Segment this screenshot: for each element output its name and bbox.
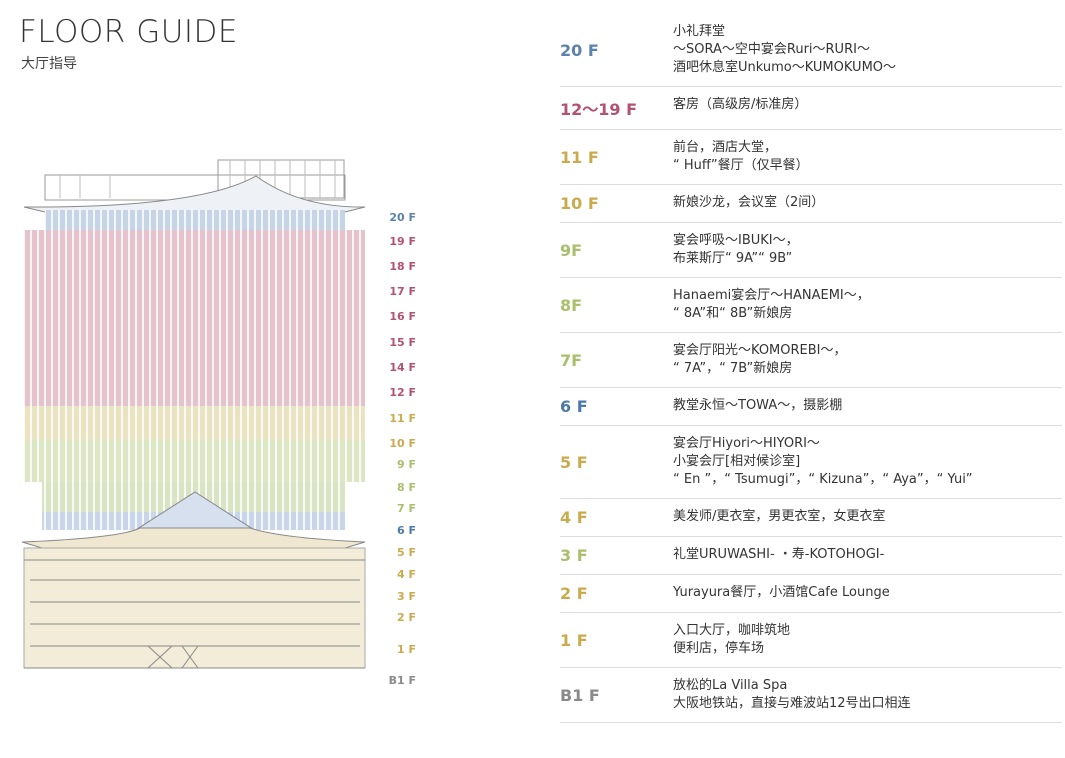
floor-label: 1 F xyxy=(397,643,416,656)
building: 20 F 19 F 18 F 17 F 16 F 15 F 14 F 12 F 11 F 10 F… xyxy=(21,159,416,687)
desc-line: 布莱斯厅“ 9A”“ 9B” xyxy=(673,251,793,266)
floor-label: 2 F xyxy=(397,611,416,624)
desc-line: 宴会厅Hiyori～HIYORI～ xyxy=(673,436,820,451)
floor-row: 1 F 入口大厅，咖啡筑地 便利店，停车场 xyxy=(560,613,1062,668)
floor-desc: 放松的La Villa Spa 大阪地铁站，直接与难波站12号出口相连 xyxy=(673,677,911,713)
desc-line: Hanaemi宴会厅～HANAEMI～， xyxy=(673,288,870,303)
floor-label: 19 F xyxy=(389,235,416,248)
desc-line: 宴会呼吸～IBUKI～， xyxy=(673,233,799,248)
floor-name: 7F xyxy=(560,350,583,370)
floor-name: 20 F xyxy=(560,40,599,60)
floor-label: 5 F xyxy=(397,546,416,559)
floor-name: 2 F xyxy=(560,584,588,603)
desc-line: Yurayura餐厅，小酒馆Cafe Lounge xyxy=(673,585,890,600)
floor-label: 18 F xyxy=(389,260,416,273)
title: FLOOR GUIDE xyxy=(19,14,239,50)
floor-desc: 宴会厅Hiyori～HIYORI～ 小宴会厅[相对候诊室] “ En ”，“ Tsu… xyxy=(673,435,973,489)
desc-line: 客房（高级房/标准房） xyxy=(673,97,808,112)
floor-name: 11 F xyxy=(560,147,599,167)
podium-floors xyxy=(24,559,365,669)
desc-line: 教堂永恒～TOWA～，摄影棚 xyxy=(673,398,843,413)
floor-label: 9 F xyxy=(397,458,416,471)
floor-label: 7 F xyxy=(397,502,416,515)
desc-line: 礼堂URUWASHI- ・寿-KOTOHOGI- xyxy=(673,547,885,562)
floor-row: 7F 宴会厅阳光～KOMOREBI～， “ 7A”，“ 7B”新娘房 xyxy=(560,333,1062,388)
desc-line: 放松的La Villa Spa xyxy=(673,678,788,693)
floor-desc: 入口大厅，咖啡筑地 便利店，停车场 xyxy=(673,622,790,658)
floor-name: 4 F xyxy=(560,508,588,527)
floor-label: 3 F xyxy=(397,590,416,603)
desc-line: 新娘沙龙，会议室（2间） xyxy=(673,195,825,210)
floor-label: B1 F xyxy=(389,674,416,687)
floor-label: 16 F xyxy=(389,310,416,323)
floor-label: 15 F xyxy=(389,336,416,349)
floor-name: 1 F xyxy=(560,630,588,650)
desc-line: 美发师/更衣室，男更衣室，女更衣室 xyxy=(673,509,886,524)
floor-list: 20 F 小礼拜堂 ～SORA～空中宴会Ruri～RURI～ 酒吧休息室Unkumo～… xyxy=(560,20,1062,723)
floor-name: B1 F xyxy=(560,685,600,705)
floor-name: 5 F xyxy=(560,452,588,472)
floor-row: 5 F 宴会厅Hiyori～HIYORI～ 小宴会厅[相对候诊室] “ En ”，“ … xyxy=(560,426,1062,499)
floor-row: B1 F 放松的La Villa Spa 大阪地铁站，直接与难波站12号出口相连 xyxy=(560,668,1062,723)
floor-desc: Hanaemi宴会厅～HANAEMI～， “ 8A”和“ 8B”新娘房 xyxy=(673,287,870,323)
desc-line: “ Huff”餐厅（仅早餐） xyxy=(673,158,809,173)
floor-label: 17 F xyxy=(389,285,416,298)
floor-desc: 小礼拜堂 ～SORA～空中宴会Ruri～RURI～ 酒吧休息室Unkumo～KUMO… xyxy=(673,23,896,77)
floor-desc: 新娘沙龙，会议室（2间） xyxy=(673,194,824,213)
floor-desc: 礼堂URUWASHI- ・寿-KOTOHOGI- xyxy=(673,546,884,565)
floor-name: 3 F xyxy=(560,546,588,565)
desc-line: 前台，酒店大堂， xyxy=(673,140,778,155)
floor-row: 12～19 F 客房（高级房/标准房） xyxy=(560,87,1062,130)
floor-desc: Yurayura餐厅，小酒馆Cafe Lounge xyxy=(673,584,890,603)
floor-label: 6 F xyxy=(397,524,416,537)
floor-desc: 美发师/更衣室，男更衣室，女更衣室 xyxy=(673,508,885,527)
floor-row: 8F Hanaemi宴会厅～HANAEMI～， “ 8A”和“ 8B”新娘房 xyxy=(560,278,1062,333)
stripes xyxy=(24,230,365,482)
subtitle: 大厅指导 xyxy=(21,56,77,72)
floor-label: 11 F xyxy=(389,412,416,425)
floor-row: 4 F 美发师/更衣室，男更衣室，女更衣室 xyxy=(560,499,1062,537)
floor-label: 20 F xyxy=(389,211,416,224)
desc-line: 酒吧休息室Unkumo～KUMOKUMO～ xyxy=(673,60,897,75)
floor-desc: 教堂永恒～TOWA～，摄影棚 xyxy=(673,397,842,416)
floor-row: 11 F 前台，酒店大堂， “ Huff”餐厅（仅早餐） xyxy=(560,130,1062,185)
desc-line: ～SORA～空中宴会Ruri～RURI～ xyxy=(673,42,870,57)
floor-name: 10 F xyxy=(560,194,599,213)
podium xyxy=(23,547,366,669)
floor-row: 9F 宴会呼吸～IBUKI～， 布莱斯厅“ 9A”“ 9B” xyxy=(560,223,1062,278)
floor-label: 14 F xyxy=(389,361,416,374)
desc-line: 便利店，停车场 xyxy=(673,641,765,656)
floor-name: 8F xyxy=(560,295,583,315)
floor-label: 4 F xyxy=(397,568,416,581)
floor-desc: 客房（高级房/标准房） xyxy=(673,96,807,120)
desc-line: 小礼拜堂 xyxy=(673,24,726,39)
floor-name: 12～19 F xyxy=(560,100,638,119)
desc-line: 小宴会厅[相对候诊室] xyxy=(673,454,801,469)
desc-line: “ 8A”和“ 8B”新娘房 xyxy=(673,306,793,321)
floor-desc: 宴会呼吸～IBUKI～， 布莱斯厅“ 9A”“ 9B” xyxy=(673,232,799,268)
floor-row: 3 F 礼堂URUWASHI- ・寿-KOTOHOGI- xyxy=(560,537,1062,575)
roof xyxy=(23,159,366,213)
floor-label: 10 F xyxy=(389,437,416,450)
floor-row: 2 F Yurayura餐厅，小酒馆Cafe Lounge xyxy=(560,575,1062,613)
desc-line: “ En ”，“ Tsumugi”，“ Kizuna”，“ Aya”，“ Yui… xyxy=(673,472,973,487)
floor-row: 10 F 新娘沙龙，会议室（2间） xyxy=(560,185,1062,223)
floor-name: 9F xyxy=(560,240,583,260)
floor-label: 8 F xyxy=(397,481,416,494)
floor-row: 20 F 小礼拜堂 ～SORA～空中宴会Ruri～RURI～ 酒吧休息室Unkumo～… xyxy=(560,20,1062,87)
floor-row: 6 F 教堂永恒～TOWA～，摄影棚 xyxy=(560,388,1062,426)
desc-line: 大阪地铁站，直接与难波站12号出口相连 xyxy=(673,696,911,711)
floor-name: 6 F xyxy=(560,397,588,416)
desc-line: 宴会厅阳光～KOMOREBI～， xyxy=(673,343,847,358)
desc-line: “ 7A”，“ 7B”新娘房 xyxy=(673,361,793,376)
eave xyxy=(21,527,366,549)
floor-label: 12 F xyxy=(389,386,416,399)
desc-line: 入口大厅，咖啡筑地 xyxy=(673,623,791,638)
floor-desc: 前台，酒店大堂， “ Huff”餐厅（仅早餐） xyxy=(673,139,809,175)
floor-desc: 宴会厅阳光～KOMOREBI～， “ 7A”，“ 7B”新娘房 xyxy=(673,342,847,378)
stripes xyxy=(45,210,345,230)
